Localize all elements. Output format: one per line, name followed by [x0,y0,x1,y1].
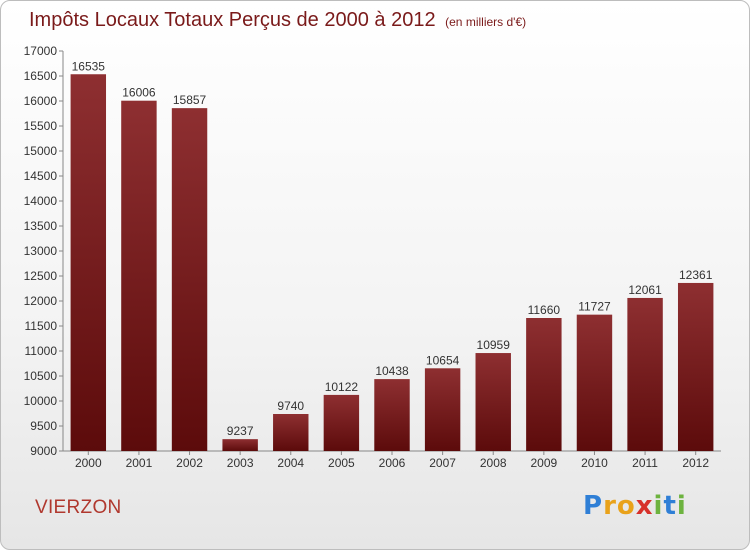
value-labels: 16535 16006 15857 9237 9740 10122 10438 10654 10… [72,59,713,438]
y-tick-label: 16000 [24,94,58,108]
bar-2006 [374,379,410,451]
value-label-2005: 10122 [325,380,359,394]
value-label-2008: 10959 [477,338,511,352]
y-tick-label: 13000 [24,244,58,258]
bar-2000 [70,74,107,451]
logo-letter: P [583,491,604,521]
value-label-2001: 16006 [122,86,156,100]
logo-letter: t [663,491,677,521]
y-tick-label: 16500 [24,69,58,83]
y-tick-label: 10000 [24,394,58,408]
logo-letter: i [653,491,664,521]
logo-letter: o [616,491,636,521]
x-tick-label: 2006 [379,456,406,470]
y-tick-label: 12500 [24,269,58,283]
x-tick-label: 2007 [429,456,456,470]
x-tick-label: 2005 [328,456,355,470]
logo-letter: r [603,491,617,521]
x-axis: 2000 2001 2002 2003 2004 2005 2006 2007 2008 2009… [63,450,721,470]
bars [70,74,714,452]
city-name: VIERZON [35,497,122,518]
bar-2004 [273,414,309,451]
y-tick-label: 11000 [25,344,58,358]
x-tick-label: 2000 [75,456,102,470]
value-label-2006: 10438 [375,364,409,378]
chart-title-text: Impôts Locaux Totaux Perçus de 2000 à 20… [29,9,436,31]
logo-letter: i [676,491,687,521]
logo-letter: x [635,491,654,521]
y-tick-label: 12000 [24,294,58,308]
bar-2009 [526,318,562,451]
bar-2005 [323,394,360,451]
value-label-2000: 16535 [72,59,106,73]
x-tick-label: 2009 [530,456,557,470]
y-tick-label: 9000 [30,444,57,458]
bar-2012 [677,282,714,451]
chart-title: Impôts Locaux Totaux Perçus de 2000 à 20… [29,9,526,32]
bar-2007 [424,368,461,451]
value-label-2009: 11660 [528,303,561,317]
y-tick-label: 13500 [24,219,58,233]
x-tick-label: 2008 [480,456,507,470]
bar-2002 [171,108,208,452]
y-tick-label: 15000 [24,144,58,158]
x-tick-label: 2003 [227,456,254,470]
value-label-2012: 12361 [679,268,713,282]
y-tick-label: 14000 [24,194,58,208]
y-tick-label: 15500 [24,119,58,133]
y-tick-label: 14500 [24,169,58,183]
value-label-2003: 9237 [227,424,254,438]
value-label-2010: 11727 [578,300,611,314]
bar-2008 [475,353,511,451]
value-label-2002: 15857 [173,93,207,107]
x-tick-label: 2002 [176,456,203,470]
x-tick-label: 2011 [632,456,658,470]
x-tick-label: 2012 [682,456,709,470]
x-tick-label: 2010 [581,456,608,470]
bar-2003 [222,439,258,451]
y-tick-label: 10500 [24,369,58,383]
x-tick-label: 2004 [277,456,304,470]
y-axis: 9000 9500 10000 10500 11000 11500 12000 12500 13… [24,44,64,458]
bar-2001 [121,100,157,451]
chart-unit-label: (en milliers d'€) [445,15,527,29]
y-tick-label: 9500 [30,419,57,433]
y-tick-label: 17000 [24,44,58,58]
x-tick-label: 2001 [126,456,153,470]
bar-2010 [576,314,613,451]
proxiti-logo: Proxiti [583,491,687,521]
value-label-2011: 12061 [628,283,662,297]
bar-2011 [627,297,663,451]
value-label-2004: 9740 [277,399,304,413]
value-label-2007: 10654 [426,353,460,367]
y-tick-label: 11500 [25,319,58,333]
